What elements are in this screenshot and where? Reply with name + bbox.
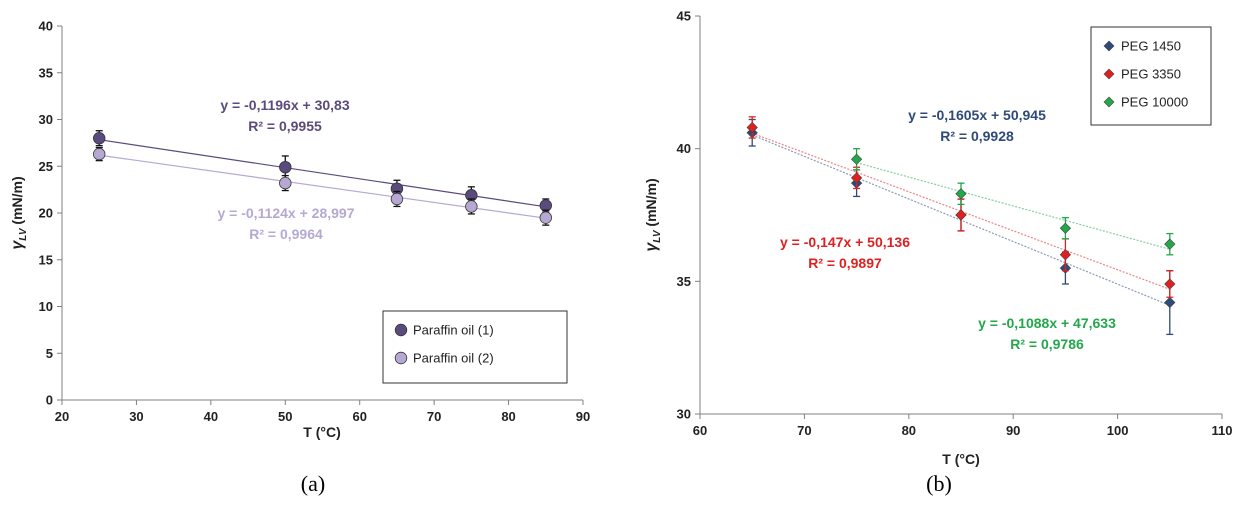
legend-label: PEG 1450: [1121, 39, 1181, 54]
legend-marker: [394, 323, 408, 337]
trend-equation-3: y = -0,1088x + 47,633: [978, 315, 1116, 331]
data-point: [390, 192, 404, 206]
legend-marker: [1103, 96, 1115, 108]
trend-r2-1: R² = 0,9928: [940, 128, 1014, 144]
legend-marker: [1103, 68, 1115, 80]
x-tick-label: 60: [352, 409, 366, 424]
trend-r2-1: R² = 0,9955: [248, 118, 322, 134]
y-axis-symbol: γ: [643, 242, 660, 252]
trendline-3: [856, 162, 1170, 250]
data-point: [1164, 238, 1176, 250]
legend-label: PEG 10000: [1121, 95, 1188, 110]
data-point: [465, 200, 478, 213]
data-point: [1164, 296, 1176, 309]
x-axis-title: T (°C): [942, 451, 979, 467]
y-tick-label: 45: [677, 9, 691, 24]
legend-label: PEG 3350: [1121, 67, 1181, 82]
x-tick-label: 100: [1107, 423, 1129, 438]
data-point: [955, 188, 967, 200]
x-tick-label: 30: [129, 409, 143, 424]
y-tick-label: 35: [39, 65, 53, 80]
data-point: [1059, 249, 1072, 261]
y-tick-label: 35: [677, 274, 691, 289]
trend-equation-1: y = -0,1196x + 30,83: [220, 97, 349, 113]
trend-equation-1: y = -0,1605x + 50,945: [908, 107, 1046, 123]
figure-caption: (a): [301, 471, 325, 496]
data-point: [850, 153, 863, 165]
y-axis-title: γLV (mN/m): [643, 178, 663, 251]
y-tick-label: 40: [677, 141, 691, 156]
data-point: [279, 160, 292, 174]
legend-marker: [394, 351, 408, 365]
trend-equation-2: y = -0,1124x + 28,997: [217, 205, 354, 221]
legend-label: Paraffin oil (1): [413, 323, 494, 338]
trend-r2-3: R² = 0,9786: [1010, 336, 1084, 352]
data-point: [279, 176, 292, 190]
y-tick-label: 30: [677, 407, 691, 422]
x-tick-label: 70: [797, 423, 811, 438]
x-tick-label: 60: [693, 423, 707, 438]
trend-equation-2: y = -0,147x + 50,136: [780, 234, 910, 250]
legend-box: [382, 310, 568, 384]
chart-a: 0 5 10 15 20 25 30 35 40 20 30 40 50 60 70 80 90 T (°C) γL…: [9, 19, 590, 497]
trendline-2: [751, 132, 1171, 290]
x-tick-label: 70: [427, 409, 441, 424]
data-point: [539, 211, 552, 224]
data-point: [1059, 222, 1072, 234]
legend-marker: [1103, 40, 1115, 52]
y-tick-label: 10: [39, 299, 53, 314]
data-point: [955, 209, 967, 221]
y-axis-subscript: LV: [652, 229, 663, 243]
x-tick-label: 40: [204, 409, 218, 424]
y-axis-symbol: γ: [9, 240, 26, 250]
figure-caption: (b): [926, 471, 952, 496]
x-tick-label: 80: [902, 423, 916, 438]
x-tick-label: 110: [1212, 423, 1233, 438]
data-point: [746, 121, 758, 134]
data-point: [1164, 278, 1176, 290]
data-point: [93, 147, 106, 161]
x-tick-label: 20: [55, 409, 69, 424]
chart-b: 30 35 40 45 60 70 80 90 100 110 T (°C) γLV (mN/m) y …: [643, 9, 1232, 497]
trend-r2-2: R² = 0,9897: [808, 255, 882, 271]
y-tick-label: 25: [39, 159, 53, 174]
x-tick-label: 90: [1006, 423, 1020, 438]
y-axis-unit: (mN/m): [643, 178, 659, 230]
x-tick-label: 90: [576, 409, 590, 424]
y-tick-label: 30: [39, 112, 53, 127]
y-axis-unit: (mN/m): [9, 176, 25, 228]
x-tick-label: 50: [278, 409, 292, 424]
trend-r2-2: R² = 0,9964: [249, 226, 323, 242]
y-axis-title: γLV (mN/m): [9, 176, 29, 249]
data-point: [93, 131, 106, 145]
x-axis-title: T (°C): [303, 424, 340, 440]
y-axis-subscript: LV: [18, 227, 29, 241]
y-tick-label: 0: [46, 393, 53, 408]
y-tick-label: 15: [39, 252, 53, 267]
y-tick-label: 20: [39, 206, 53, 221]
legend-label: Paraffin oil (2): [413, 351, 494, 366]
y-tick-label: 40: [39, 19, 53, 34]
data-point: [850, 172, 863, 184]
y-tick-label: 5: [46, 346, 53, 361]
trendline-1: [99, 139, 546, 208]
x-tick-label: 80: [501, 409, 515, 424]
